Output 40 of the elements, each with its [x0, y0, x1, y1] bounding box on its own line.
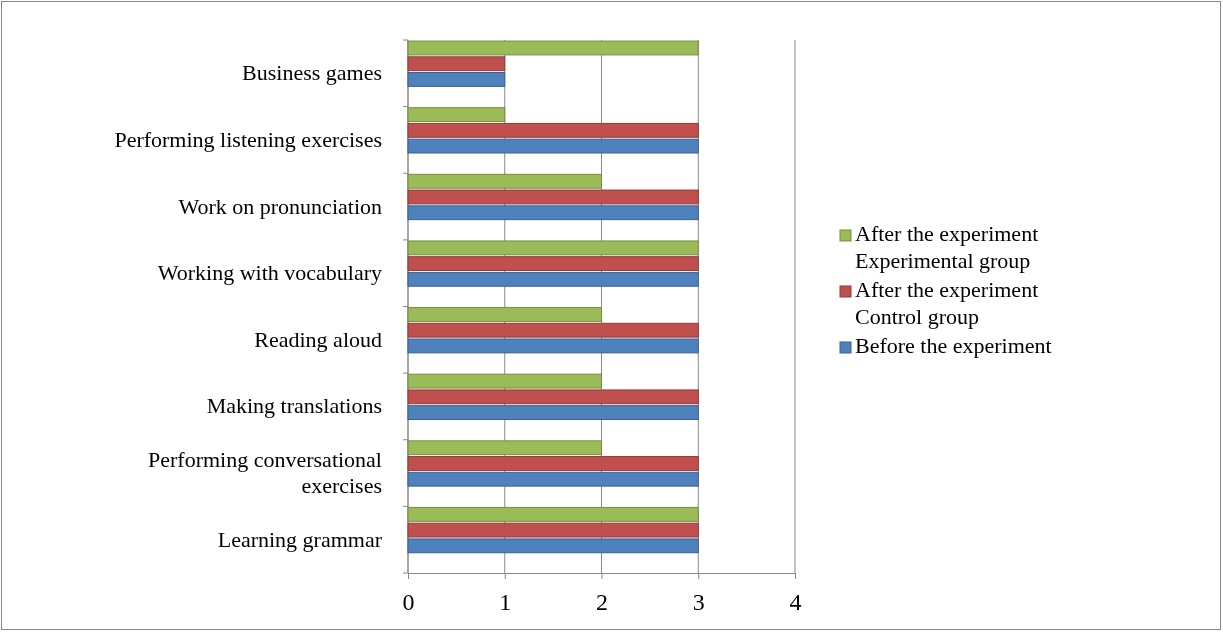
- y-tick-label: Reading aloud: [254, 326, 382, 352]
- bar: [407, 405, 699, 420]
- bar: [407, 122, 699, 138]
- bar: [407, 40, 699, 56]
- bar: [407, 307, 602, 322]
- legend-label: Before the experiment: [855, 333, 1052, 358]
- legend-label: After the experiment Experimental group: [855, 221, 1039, 273]
- x-tick-label: 0: [402, 589, 415, 616]
- bar: [407, 373, 602, 389]
- bar: [407, 440, 602, 456]
- bar: [407, 72, 506, 87]
- bar: [407, 506, 699, 522]
- bar: [407, 240, 699, 256]
- x-tick-label: 4: [789, 589, 802, 616]
- bar: [407, 56, 506, 72]
- bar: [407, 522, 699, 538]
- y-tick-label: Work on pronunciation: [178, 193, 382, 219]
- bar: [407, 189, 699, 205]
- bar: [407, 107, 506, 123]
- bar: [407, 538, 699, 554]
- x-tick-label: 1: [499, 589, 512, 616]
- y-tick-label: Performing listening exercises: [114, 126, 382, 152]
- y-tick-label: Learning grammar: [217, 526, 383, 552]
- bar: [407, 271, 699, 287]
- bar: [407, 138, 699, 154]
- bar: [407, 471, 699, 487]
- y-tick-label: Performing conversational exercises: [148, 447, 382, 499]
- x-tick-label: 2: [596, 589, 608, 616]
- y-tick-label: Making translations: [206, 393, 382, 419]
- bar: [407, 322, 699, 338]
- x-tick-label: 3: [692, 589, 705, 616]
- bar: [407, 456, 699, 471]
- legend-label: After the experiment Control group: [855, 277, 1039, 329]
- bar: [407, 205, 699, 221]
- bar: [407, 338, 699, 354]
- bar: [407, 173, 602, 189]
- y-tick-label: Business games: [242, 60, 382, 86]
- bar: [407, 389, 699, 405]
- bar: [407, 256, 699, 272]
- y-tick-label: Working with vocabulary: [157, 260, 382, 286]
